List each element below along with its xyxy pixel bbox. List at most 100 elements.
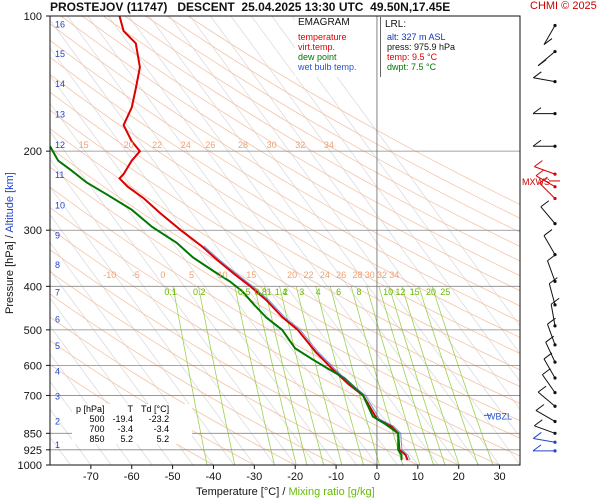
legend-item-virt-temp: virt.temp. — [298, 42, 336, 52]
legend-item-temperature: temperature — [298, 32, 347, 42]
isotherm-line — [291, 16, 520, 327]
wind-barb-shaft — [540, 206, 556, 224]
wind-barb-flag — [532, 107, 542, 115]
credit-label[interactable]: CHMI © 2025 — [530, 0, 597, 12]
y-tick-label: 100 — [24, 11, 42, 23]
altitude-tick-label: 1 — [55, 440, 60, 450]
mixing-ratio-label: 12 — [395, 287, 405, 297]
wind-barb-shaft — [541, 374, 556, 393]
mixing-ratio-label: 25 — [440, 287, 450, 297]
upper-adiabat-label: 34 — [324, 140, 334, 150]
wind-barb-shaft — [534, 166, 556, 175]
stats-cell: 5.2 — [156, 434, 170, 444]
dry-adiabat-line — [187, 16, 520, 205]
wind-barb-shaft — [543, 358, 556, 379]
wind-barb-station — [553, 343, 557, 347]
table-row: 700 -3.4 -3.4 — [72, 424, 173, 434]
dry-adiabat-label: 0 — [160, 270, 165, 280]
mixing-ratio-label: 20 — [426, 287, 436, 297]
y-tick-label: 500 — [24, 325, 42, 337]
altitude-tick-label: 4 — [55, 367, 60, 377]
legend-box: EMAGRAM temperature virt.temp. dew point… — [295, 17, 368, 77]
upper-adiabat-label: 30 — [267, 140, 277, 150]
legend-item-wet-bulb: wet bulb temp. — [298, 62, 357, 72]
dry-adiabat-label: 10 — [218, 270, 228, 280]
mixing-ratio-line — [295, 286, 343, 465]
altitude-tick-label: 15 — [55, 49, 65, 59]
altitude-tick-label: 5 — [55, 341, 60, 351]
y-axis-label: Pressure [hPa] / Altitude [km] — [4, 172, 16, 314]
wind-barb-station — [553, 419, 557, 424]
wind-barb-flag — [549, 277, 558, 285]
wind-barb-station — [553, 376, 557, 380]
x-tick-label: -10 — [328, 471, 344, 483]
dry-adiabat-line — [60, 16, 520, 292]
wind-barb-shaft — [545, 341, 556, 363]
dry-adiabat-line — [50, 73, 520, 354]
wind-barb-flag — [543, 352, 553, 360]
series-temperature — [118, 16, 409, 461]
wind-barb-flag — [534, 419, 543, 427]
mixing-ratio-label: 0.8 — [254, 287, 267, 297]
x-axis-label-mixing-ratio: Mixing ratio [g/kg] — [288, 486, 375, 498]
table-row: 500 -19.4 -23.2 — [72, 414, 173, 424]
wind-barb-station — [553, 391, 557, 395]
stats-cell: 700 — [89, 424, 105, 434]
y-tick-label: 600 — [24, 360, 42, 372]
mixing-ratio-line — [401, 286, 460, 465]
isotherm-line — [230, 16, 520, 410]
series-virtual-temperature — [203, 245, 411, 461]
isotherm-line — [50, 297, 173, 465]
y-tick-label: 200 — [24, 146, 42, 158]
wind-barb-flag — [534, 160, 543, 168]
lrl-dwpt: dwpt: 7.5 °C — [387, 62, 437, 72]
stats-cell: 850 — [89, 434, 105, 444]
wind-barb-shaft — [535, 175, 556, 188]
wind-barb-flag — [545, 335, 555, 343]
wind-barb-shaft — [539, 182, 556, 199]
mixing-ratio-label: 6 — [336, 287, 341, 297]
x-axis-label-sep: / — [282, 486, 286, 498]
x-axis-label-temperature: Temperature [°C] — [196, 486, 280, 498]
wind-barb-station — [553, 80, 557, 84]
wind-barb-flag — [550, 297, 560, 305]
y-tick-label: 1000 — [18, 460, 42, 472]
altitude-tick-label: 8 — [55, 260, 60, 270]
y-axis-label-pressure: Pressure [hPa] — [4, 241, 16, 314]
wind-barb-flag — [547, 254, 556, 262]
wind-barb-flag — [535, 169, 545, 177]
wind-barb-flag — [547, 317, 556, 325]
x-axis-label: Temperature [°C] / Mixing ratio [g/kg] — [196, 486, 375, 498]
x-tick-label: -70 — [83, 471, 99, 483]
altitude-tick-label: 7 — [55, 288, 60, 298]
isotherm-line — [271, 16, 520, 355]
wind-barb-station — [553, 431, 557, 435]
stats-header-t: T — [127, 404, 134, 414]
wind-barb-flag — [542, 368, 551, 376]
isotherm-line — [50, 186, 255, 465]
dry-adiabat-label: 26 — [336, 270, 346, 280]
mixing-ratio-label: 15 — [410, 287, 420, 297]
upper-adiabat-label: 22 — [152, 140, 162, 150]
altitude-tick-label: 6 — [55, 315, 60, 325]
dry-adiabat-line — [145, 16, 520, 233]
isotherm-line — [148, 16, 480, 465]
y-tick-label: 850 — [24, 428, 42, 440]
dry-adiabat-line — [50, 128, 520, 404]
wind-barb-shaft — [534, 425, 556, 434]
table-row: 850 5.2 5.2 — [72, 434, 173, 444]
stats-header-td: Td [°C] — [141, 404, 170, 414]
dry-adiabat-line — [166, 16, 520, 219]
wind-barb-station — [553, 360, 557, 364]
x-tick-label: -40 — [206, 471, 222, 483]
isotherm-line — [50, 269, 194, 465]
wind-barb-station — [553, 303, 557, 307]
mixing-ratio-label: 0.5 — [238, 287, 251, 297]
upper-adiabat-label: 32 — [295, 140, 305, 150]
altitude-tick-label: 3 — [55, 391, 60, 401]
wind-barb-station — [553, 23, 557, 28]
wind-barb-station — [553, 185, 557, 189]
dry-adiabat-label: 34 — [389, 270, 399, 280]
y-tick-label: 925 — [24, 445, 42, 457]
dry-adiabat-line — [124, 16, 520, 247]
